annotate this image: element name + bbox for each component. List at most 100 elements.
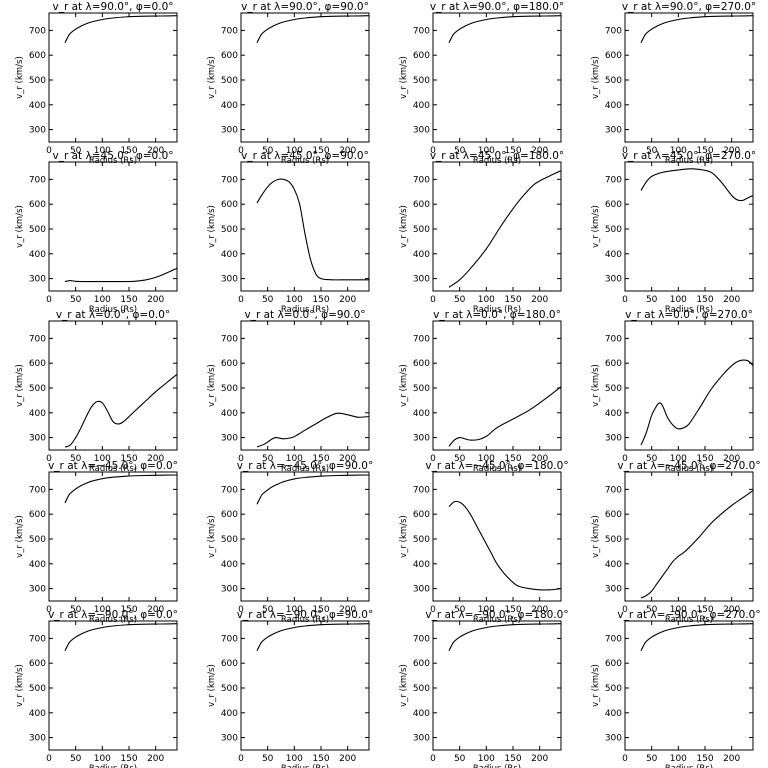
y-tick-label: 300 xyxy=(29,585,46,595)
x-tick-label: 0 xyxy=(430,454,436,464)
y-tick-label: 400 xyxy=(221,560,238,570)
panel-4: v_r at λ=90.0°, φ=270.0° 0 50 100 150 200 300 4… xyxy=(591,1,756,166)
x-tick-label: 200 xyxy=(339,454,356,464)
y-tick-label: 400 xyxy=(605,709,622,719)
x-tick-label: 50 xyxy=(70,754,82,764)
y-tick-label: 500 xyxy=(29,684,46,694)
x-tick-label: 200 xyxy=(339,754,356,764)
x-tick-label: 50 xyxy=(454,605,466,615)
panel-13: v_r at λ=−45.0°, φ=0.0° 0 50 100 150 200 300 40… xyxy=(15,460,178,625)
x-tick-label: 0 xyxy=(46,146,52,156)
x-axis-label: Radius (Rs) xyxy=(473,615,521,625)
y-tick-label: 700 xyxy=(605,334,622,344)
x-tick-label: 100 xyxy=(286,146,303,156)
y-tick-label: 400 xyxy=(29,250,46,260)
x-tick-label: 50 xyxy=(454,754,466,764)
y-tick-label: 300 xyxy=(29,275,46,285)
panel-title: v_r at λ=0.0°, φ=270.0° xyxy=(625,309,753,321)
panel-14: v_r at λ=−45.0°, φ=90.0° 0 50 100 150 200 300 4… xyxy=(207,460,373,625)
y-tick-label: 600 xyxy=(221,659,238,669)
y-axis-label: v_r (km/s) xyxy=(399,205,409,248)
panel-title: v_r at λ=90.0°, φ=0.0° xyxy=(53,1,174,13)
x-tick-label: 0 xyxy=(430,754,436,764)
plot-frame xyxy=(48,12,178,143)
x-tick-label: 150 xyxy=(696,295,713,305)
x-tick-label: 100 xyxy=(94,146,111,156)
y-tick-label: 400 xyxy=(29,101,46,111)
series-line xyxy=(640,168,754,202)
series-line xyxy=(64,474,178,504)
panel-title: v_r at λ=45.0°, φ=90.0° xyxy=(241,150,369,162)
y-tick-label: 700 xyxy=(221,175,238,185)
y-axis-label: v_r (km/s) xyxy=(591,56,601,99)
y-tick-label: 300 xyxy=(221,275,238,285)
y-tick-label: 500 xyxy=(29,535,46,545)
panel-title: v_r at λ=45.0°, φ=270.0° xyxy=(622,150,756,162)
x-tick-label: 0 xyxy=(46,295,52,305)
series-line xyxy=(256,412,370,448)
y-tick-label: 500 xyxy=(221,225,238,235)
panel-title: v_r at λ=−90.0°, φ=0.0° xyxy=(48,609,178,621)
y-tick-label: 400 xyxy=(413,409,430,419)
plot-frame xyxy=(240,471,370,602)
panel-10: v_r at λ=0.0°, φ=90.0° 0 50 100 150 200 300 400… xyxy=(207,309,370,474)
y-tick-label: 700 xyxy=(29,334,46,344)
y-tick-label: 400 xyxy=(29,409,46,419)
y-tick-label: 500 xyxy=(605,225,622,235)
plot-frame xyxy=(624,12,754,143)
panel-19: v_r at λ=−90.0°, φ=180.0° 0 50 100 150 200 300… xyxy=(399,609,569,768)
x-tick-label: 0 xyxy=(238,605,244,615)
x-tick-label: 0 xyxy=(430,146,436,156)
y-axis-label: v_r (km/s) xyxy=(399,664,409,707)
y-tick-label: 700 xyxy=(221,334,238,344)
x-tick-label: 150 xyxy=(120,146,137,156)
x-tick-label: 0 xyxy=(622,605,628,615)
y-tick-label: 300 xyxy=(413,734,430,744)
y-tick-label: 700 xyxy=(221,634,238,644)
y-tick-label: 500 xyxy=(221,384,238,394)
y-tick-label: 400 xyxy=(221,250,238,260)
plot-frame xyxy=(432,12,562,143)
x-tick-label: 50 xyxy=(70,295,82,305)
y-tick-label: 600 xyxy=(413,510,430,520)
x-tick-label: 0 xyxy=(238,754,244,764)
y-tick-label: 500 xyxy=(605,76,622,86)
x-axis-label: Radius (Rs) xyxy=(665,305,713,315)
x-tick-label: 200 xyxy=(531,454,548,464)
y-tick-label: 300 xyxy=(221,434,238,444)
x-axis-label: Radius (Rs) xyxy=(89,305,137,315)
x-tick-label: 200 xyxy=(147,146,164,156)
y-tick-label: 500 xyxy=(29,225,46,235)
x-tick-label: 200 xyxy=(147,295,164,305)
x-tick-label: 200 xyxy=(723,146,740,156)
x-tick-label: 100 xyxy=(286,295,303,305)
x-tick-label: 100 xyxy=(286,754,303,764)
plot-frame xyxy=(240,12,370,143)
x-tick-label: 200 xyxy=(339,605,356,615)
x-tick-label: 100 xyxy=(670,754,687,764)
x-tick-label: 200 xyxy=(723,454,740,464)
x-tick-label: 50 xyxy=(646,605,658,615)
x-tick-label: 150 xyxy=(696,454,713,464)
y-axis-label: v_r (km/s) xyxy=(15,205,25,248)
y-axis-label: v_r (km/s) xyxy=(207,664,217,707)
plot-frame xyxy=(624,471,754,602)
x-tick-label: 100 xyxy=(94,454,111,464)
y-tick-label: 500 xyxy=(605,384,622,394)
x-tick-label: 50 xyxy=(646,146,658,156)
panel-title: v_r at λ=−90.0°, φ=90.0° xyxy=(237,609,373,621)
y-tick-label: 400 xyxy=(221,101,238,111)
panel-15: v_r at λ=−45.0°, φ=180.0° 0 50 100 150 200 300… xyxy=(399,460,569,625)
y-axis-label: v_r (km/s) xyxy=(399,364,409,407)
y-tick-label: 400 xyxy=(413,250,430,260)
series-line xyxy=(448,170,562,288)
x-tick-label: 150 xyxy=(312,295,329,305)
panel-title: v_r at λ=90.0°, φ=270.0° xyxy=(622,1,756,13)
y-tick-label: 600 xyxy=(413,659,430,669)
panel-12: v_r at λ=0.0°, φ=270.0° 0 50 100 150 200 300 40… xyxy=(591,309,754,474)
y-tick-label: 600 xyxy=(29,659,46,669)
x-tick-label: 150 xyxy=(504,146,521,156)
panel-title: v_r at λ=90.0°, φ=180.0° xyxy=(430,1,564,13)
x-tick-label: 100 xyxy=(478,146,495,156)
plot-frame xyxy=(624,161,754,292)
